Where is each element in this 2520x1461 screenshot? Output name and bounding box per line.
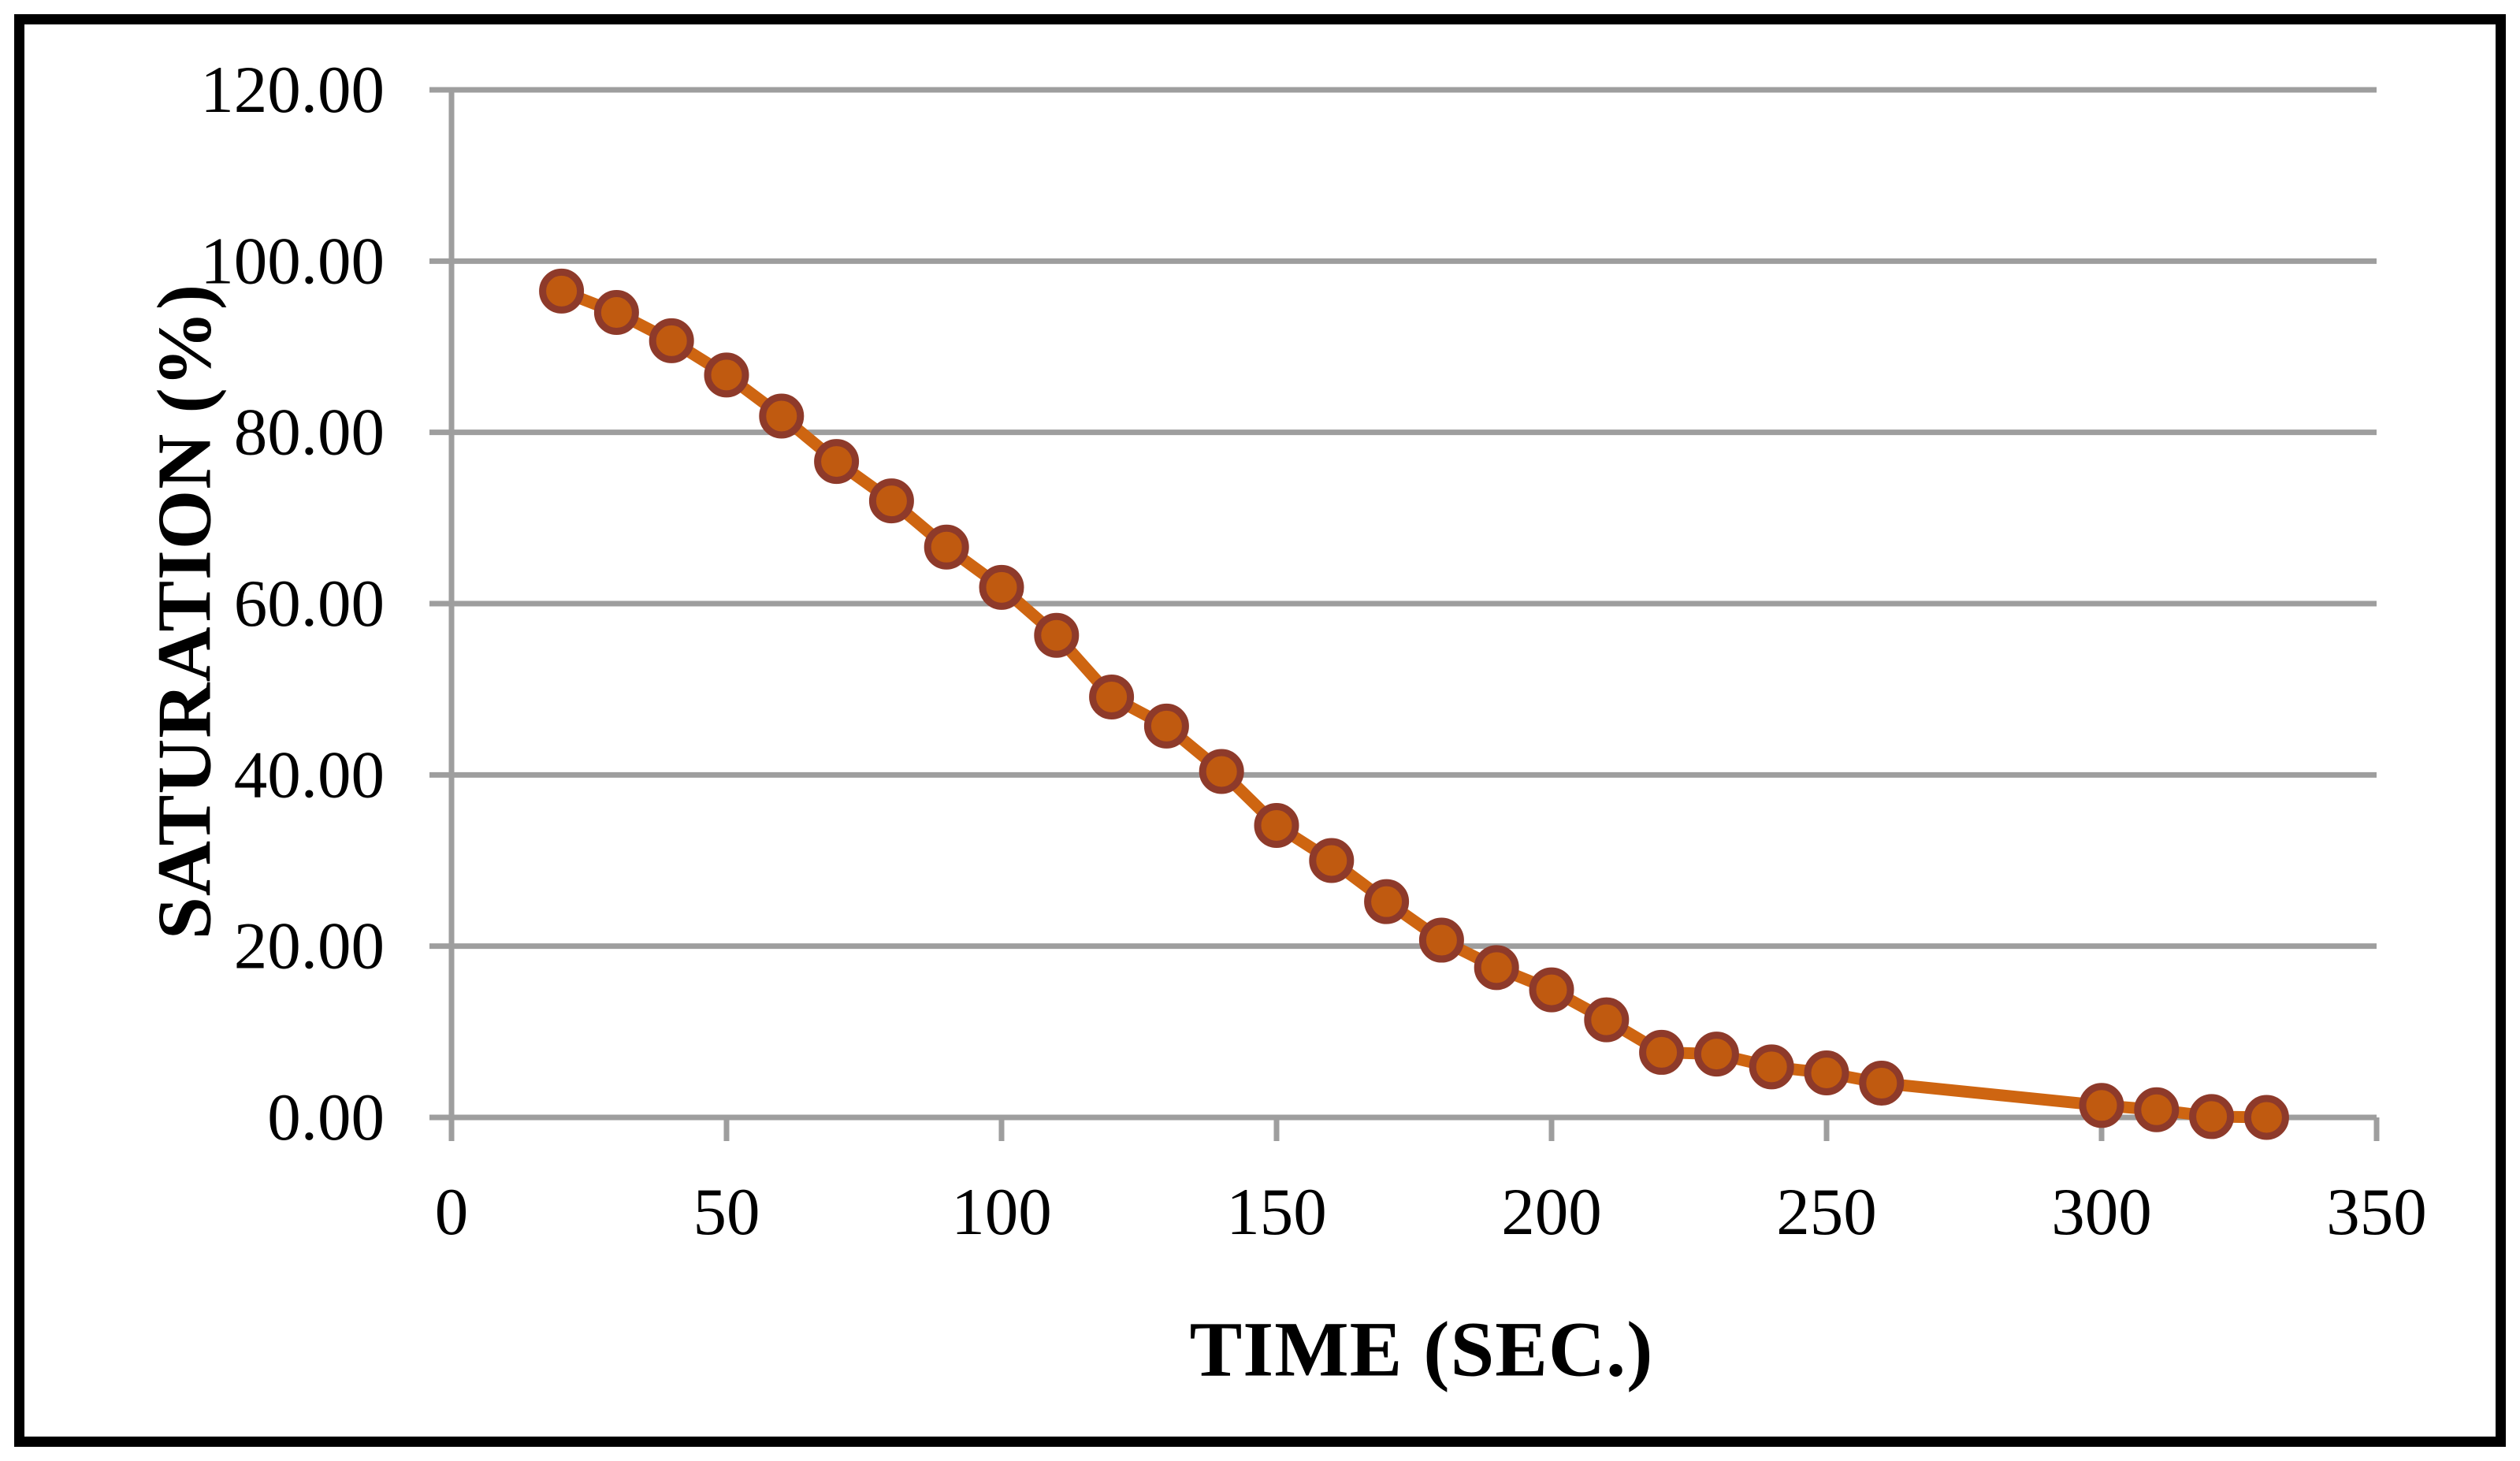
data-point-100 bbox=[979, 564, 1024, 610]
data-point-80 bbox=[868, 478, 914, 524]
y-tick-label-120: 120.00 bbox=[200, 53, 385, 127]
x-tick-label-250: 250 bbox=[1776, 1175, 1877, 1249]
data-point-150 bbox=[1254, 802, 1299, 848]
data-point-260 bbox=[1859, 1061, 1905, 1106]
data-point-250 bbox=[1804, 1050, 1849, 1095]
data-point-180 bbox=[1418, 917, 1464, 963]
y-axis-title: SATURATION (%) bbox=[142, 283, 227, 940]
y-tick-label-80: 80.00 bbox=[234, 396, 385, 470]
data-point-300 bbox=[2079, 1083, 2124, 1128]
data-point-20 bbox=[539, 268, 585, 314]
data-point-190 bbox=[1474, 945, 1519, 991]
data-point-60 bbox=[759, 393, 805, 439]
x-tick-label-200: 200 bbox=[1501, 1175, 1602, 1249]
data-point-50 bbox=[704, 352, 749, 398]
data-point-220 bbox=[1639, 1029, 1685, 1075]
y-tick-label-100: 100.00 bbox=[200, 224, 385, 298]
data-point-130 bbox=[1143, 703, 1189, 749]
data-point-90 bbox=[924, 524, 969, 570]
data-point-120 bbox=[1089, 674, 1135, 719]
x-axis-title: TIME (SEC.) bbox=[1189, 1305, 1654, 1393]
x-tick-label-100: 100 bbox=[951, 1175, 1052, 1249]
figure-border bbox=[14, 14, 2506, 1447]
data-point-210 bbox=[1584, 997, 1630, 1043]
y-tick-label-60: 60.00 bbox=[234, 567, 385, 641]
data-point-240 bbox=[1749, 1044, 1794, 1090]
x-tick-label-0: 0 bbox=[435, 1175, 469, 1249]
data-point-230 bbox=[1693, 1032, 1739, 1077]
data-point-330 bbox=[2243, 1095, 2289, 1140]
data-point-170 bbox=[1364, 879, 1410, 924]
data-point-40 bbox=[649, 318, 694, 363]
y-tick-label-0: 0.00 bbox=[267, 1080, 385, 1154]
y-tick-label-20: 20.00 bbox=[234, 909, 385, 983]
x-tick-label-50: 50 bbox=[693, 1175, 760, 1249]
data-point-110 bbox=[1034, 612, 1080, 658]
series-line bbox=[556, 284, 2273, 1124]
data-point-70 bbox=[814, 439, 860, 485]
x-tick-label-300: 300 bbox=[2051, 1175, 2152, 1249]
data-point-200 bbox=[1529, 967, 1574, 1013]
data-point-160 bbox=[1309, 838, 1355, 883]
data-point-30 bbox=[593, 290, 639, 336]
data-point-140 bbox=[1199, 749, 1244, 794]
data-point-310 bbox=[2134, 1087, 2180, 1132]
y-tick-label-40: 40.00 bbox=[234, 738, 385, 812]
x-tick-label-150: 150 bbox=[1226, 1175, 1327, 1249]
data-point-320 bbox=[2189, 1094, 2235, 1139]
x-tick-label-350: 350 bbox=[2326, 1175, 2427, 1249]
